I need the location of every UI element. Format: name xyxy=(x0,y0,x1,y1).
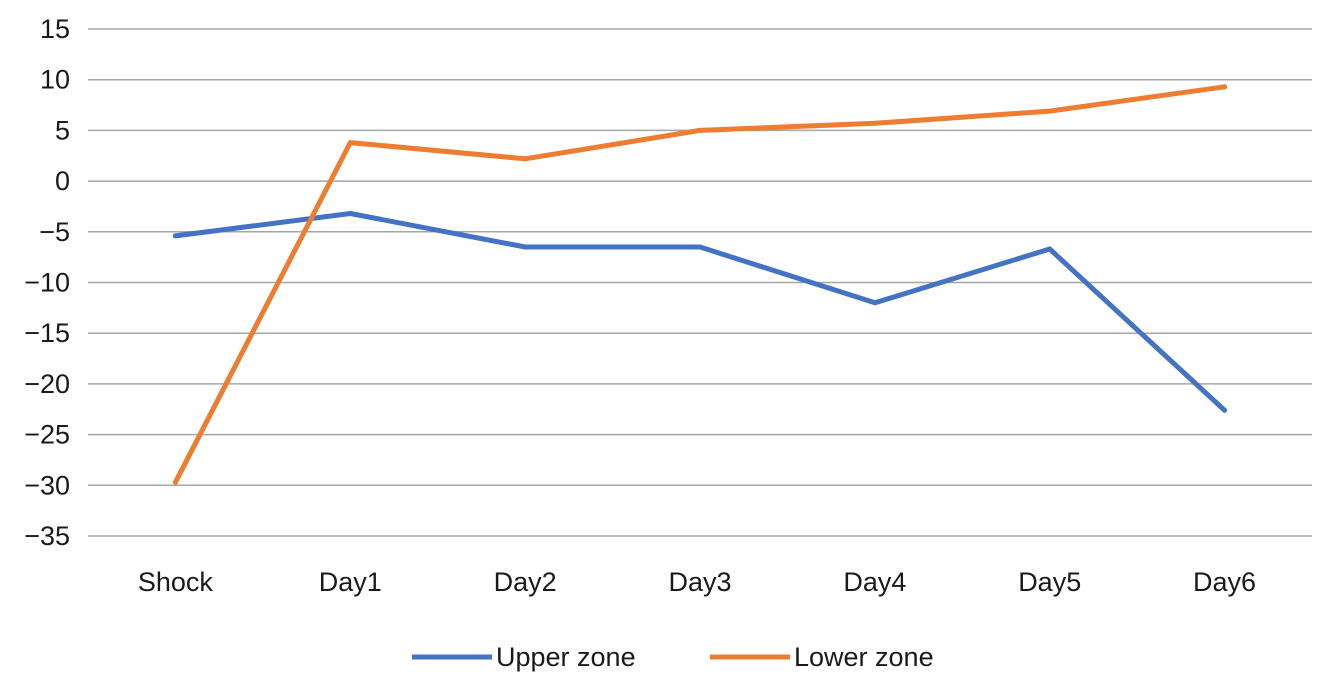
data-point-upper-zone xyxy=(872,300,878,306)
data-point-upper-zone xyxy=(522,244,528,250)
x-tick-label: Day4 xyxy=(843,567,906,597)
x-tick-label: Day1 xyxy=(319,567,382,597)
data-point-lower-zone xyxy=(522,156,528,162)
y-tick-label: −10 xyxy=(24,268,70,298)
data-point-lower-zone xyxy=(872,120,878,126)
data-point-lower-zone xyxy=(347,140,353,146)
data-point-lower-zone xyxy=(1047,108,1053,114)
legend-label-upper-zone: Upper zone xyxy=(496,642,636,672)
y-tick-label: 0 xyxy=(55,166,70,196)
data-point-lower-zone xyxy=(172,479,178,485)
y-tick-label: −15 xyxy=(24,318,70,348)
legend: Upper zone Lower zone xyxy=(412,642,934,672)
y-tick-label: −20 xyxy=(24,369,70,399)
data-point-upper-zone xyxy=(172,233,178,239)
y-tick-label: −35 xyxy=(24,521,70,551)
x-tick-label: Shock xyxy=(138,567,214,597)
y-tick-label: −30 xyxy=(24,470,70,500)
data-point-upper-zone xyxy=(1222,407,1228,413)
y-axis-tick-labels: 15 10 5 0 −5 −10 −15 −20 −25 −30 −35 xyxy=(24,14,70,551)
data-point-lower-zone xyxy=(1222,84,1228,90)
data-point-upper-zone xyxy=(1047,246,1053,252)
x-tick-label: Day3 xyxy=(668,567,731,597)
x-tick-label: Day2 xyxy=(494,567,557,597)
y-tick-label: 5 xyxy=(55,115,70,145)
series-lines xyxy=(172,84,1228,485)
data-point-lower-zone xyxy=(697,127,703,133)
data-point-upper-zone xyxy=(347,211,353,217)
y-tick-label: 10 xyxy=(40,65,70,95)
x-tick-label: Day5 xyxy=(1018,567,1081,597)
y-tick-label: −25 xyxy=(24,420,70,450)
series-line-upper-zone xyxy=(172,211,1228,413)
y-tick-label: 15 xyxy=(40,14,70,44)
legend-label-lower-zone: Lower zone xyxy=(794,642,934,672)
x-tick-label: Day6 xyxy=(1193,567,1256,597)
series-line-lower-zone xyxy=(172,84,1228,485)
x-axis-tick-labels: Shock Day1 Day2 Day3 Day4 Day5 Day6 xyxy=(138,567,1256,597)
data-point-upper-zone xyxy=(697,244,703,250)
y-tick-label: −5 xyxy=(39,217,70,247)
grid-lines xyxy=(88,28,1312,537)
